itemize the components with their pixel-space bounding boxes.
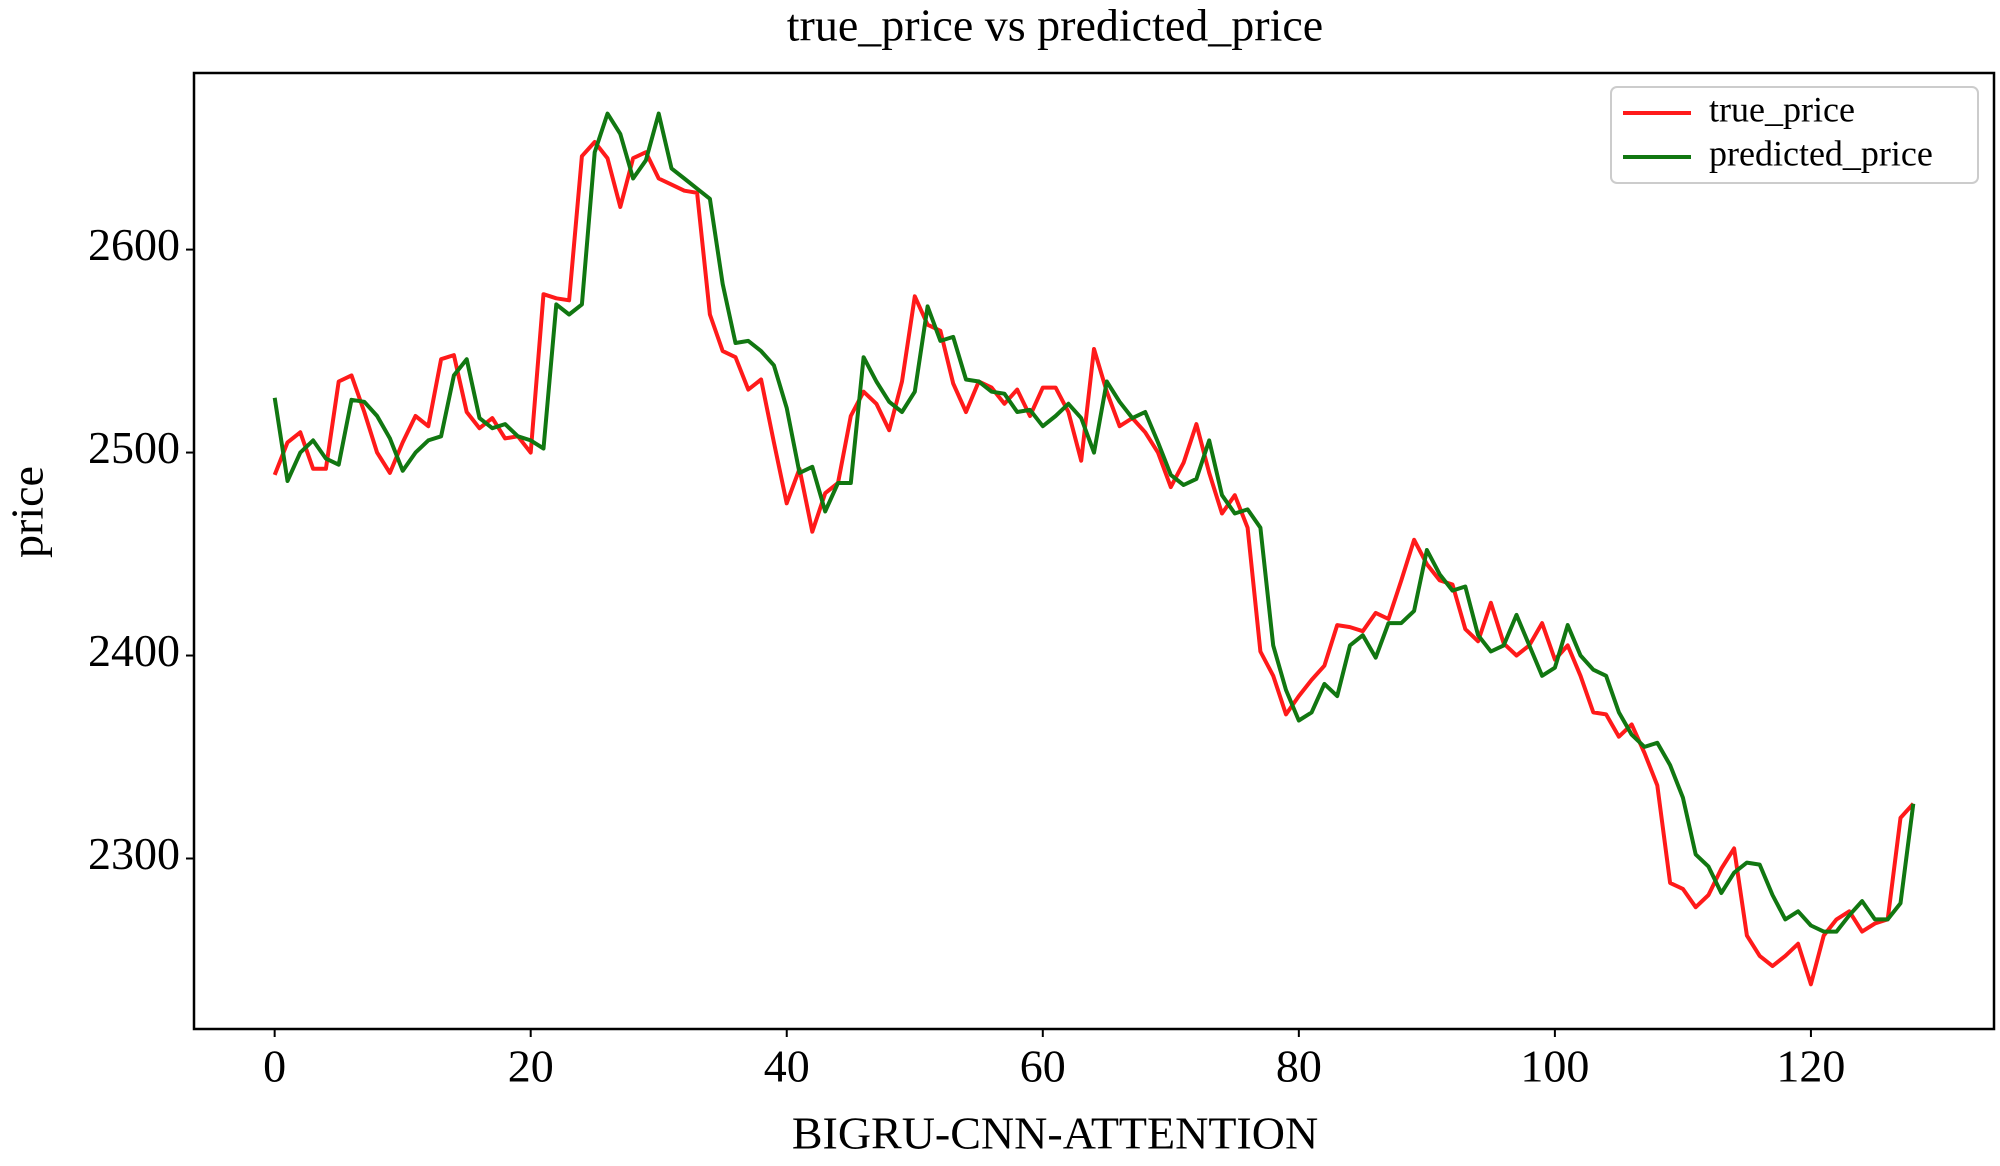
x-tick-label: 20 [508,1041,554,1092]
legend-label: predicted_price [1709,133,1933,173]
y-tick-label: 2300 [88,828,180,879]
x-tick-label: 60 [1020,1041,1066,1092]
plot-frame [192,71,1996,1031]
line-series [272,140,1915,987]
x-axis-label: BIGRU-CNN-ATTENTION [792,1108,1318,1159]
y-tick-label: 2500 [88,422,180,473]
x-tick-label: 40 [764,1041,810,1092]
y-tick-label: 2400 [88,625,180,676]
chart-title: true_price vs predicted_price [787,0,1323,51]
x-tick-label: 80 [1276,1041,1322,1092]
x-tick-label: 100 [1520,1041,1589,1092]
line-series [272,111,1916,934]
legend-label: true_price [1709,89,1855,129]
x-tick-label: 120 [1776,1041,1845,1092]
y-tick-label: 2600 [88,219,180,270]
x-tick-label: 0 [263,1041,286,1092]
y-axis-label: price [2,466,53,558]
legend-box [1610,86,1979,184]
